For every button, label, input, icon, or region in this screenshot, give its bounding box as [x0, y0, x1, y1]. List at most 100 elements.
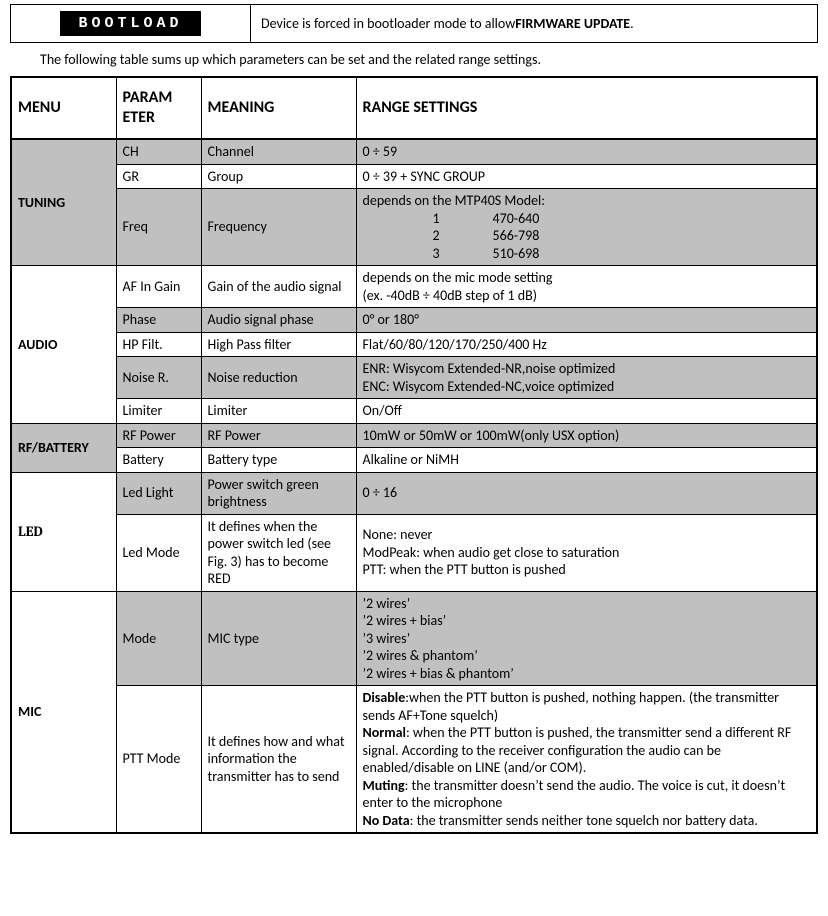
th-range: RANGE SETTINGS	[356, 77, 817, 139]
cell-param: CH	[116, 139, 201, 164]
table-row: Battery Battery type Alkaline or NiMH	[11, 448, 817, 473]
table-row: HP Filt. High Pass filter Flat/60/80/120…	[11, 332, 817, 357]
table-row: PTT Mode It defines how and what informa…	[11, 686, 817, 834]
cell-param: Phase	[116, 308, 201, 333]
ledmode-line: PTT: when the PTT button is pushed	[363, 561, 811, 579]
mic-opt: ’3 wires’	[363, 630, 811, 648]
cell-param: Battery	[116, 448, 201, 473]
table-header-row: MENU PARAM ETER MEANING RANGE SETTINGS	[11, 77, 817, 139]
bootload-row: BOOTLOAD Device is forced in bootloader …	[10, 4, 818, 43]
cell-range: ENR: Wisycom Extended-NR,noise optimized…	[356, 357, 817, 399]
freq-range-prefix: depends on the MTP40S Model:	[363, 192, 811, 210]
cell-meaning: MIC type	[201, 591, 356, 686]
bootload-text-cell: Device is forced in bootloader mode to a…	[251, 5, 817, 42]
cell-range: 0 ÷ 59	[356, 139, 817, 164]
table-row: AUDIO AF In Gain Gain of the audio signa…	[11, 266, 817, 308]
cell-range: Disable:when the PTT button is pushed, n…	[356, 686, 817, 834]
ptt-bold: Disable	[363, 689, 406, 706]
freq-n: 3	[433, 245, 493, 263]
cell-meaning: Channel	[201, 139, 356, 164]
bootload-text-prefix: Device is forced in bootloader mode to a…	[261, 15, 515, 32]
cell-param: Led Light	[116, 472, 201, 514]
ptt-bold: No Data	[363, 812, 410, 829]
table-row: Freq Frequency depends on the MTP40S Mod…	[11, 189, 817, 266]
cell-range: 10mW or 50mW or 100mW(only USX option)	[356, 423, 817, 448]
cell-meaning: Power switch green brightness	[201, 472, 356, 514]
parameters-table: MENU PARAM ETER MEANING RANGE SETTINGS T…	[10, 76, 818, 834]
noise-line: ENR: Wisycom Extended-NR,noise optimized	[363, 360, 811, 378]
cell-range: Flat/60/80/120/170/250/400 Hz	[356, 332, 817, 357]
freq-r: 470-640	[493, 210, 633, 228]
cell-meaning: Gain of the audio signal	[201, 266, 356, 308]
cell-meaning: Audio signal phase	[201, 308, 356, 333]
menu-mic: MIC	[11, 591, 116, 833]
afin-line: depends on the mic mode setting	[363, 269, 811, 287]
ptt-text: : the transmitter sends neither tone squ…	[410, 812, 758, 829]
cell-param: HP Filt.	[116, 332, 201, 357]
table-row: MIC Mode MIC type ’2 wires’ ’2 wires + b…	[11, 591, 817, 686]
cell-range: depends on the MTP40S Model: 1470-640 25…	[356, 189, 817, 266]
ptt-bold: Normal	[363, 724, 406, 741]
freq-n: 1	[433, 210, 493, 228]
table-row: GR Group 0 ÷ 39 + SYNC GROUP	[11, 164, 817, 189]
ptt-text: : the transmitter doesn’t send the audio…	[363, 777, 786, 812]
mic-opt: ’2 wires & phantom’	[363, 647, 811, 665]
cell-param: PTT Mode	[116, 686, 201, 834]
freq-r: 510-698	[493, 245, 633, 263]
cell-range: Alkaline or NiMH	[356, 448, 817, 473]
afin-line: (ex. -40dB ÷ 40dB step of 1 dB)	[363, 287, 811, 305]
bootload-text-bold: FIRMWARE UPDATE	[515, 15, 630, 32]
table-row: Noise R. Noise reduction ENR: Wisycom Ex…	[11, 357, 817, 399]
mic-opt: ’2 wires’	[363, 595, 811, 613]
ptt-text: : when the PTT button is pushed, the tra…	[363, 724, 792, 776]
mic-opt: ’2 wires + bias’	[363, 612, 811, 630]
cell-meaning: Limiter	[201, 399, 356, 424]
cell-meaning: Noise reduction	[201, 357, 356, 399]
table-row: LED Led Light Power switch green brightn…	[11, 472, 817, 514]
th-menu: MENU	[11, 77, 116, 139]
menu-audio: AUDIO	[11, 266, 116, 424]
cell-range: 0 ÷ 39 + SYNC GROUP	[356, 164, 817, 189]
cell-param: Noise R.	[116, 357, 201, 399]
cell-range: ’2 wires’ ’2 wires + bias’ ’3 wires’ ’2 …	[356, 591, 817, 686]
table-row: Phase Audio signal phase 0° or 180°	[11, 308, 817, 333]
cell-param: Mode	[116, 591, 201, 686]
cell-meaning: RF Power	[201, 423, 356, 448]
cell-param: Freq	[116, 189, 201, 266]
cell-param: AF In Gain	[116, 266, 201, 308]
cell-meaning: Battery type	[201, 448, 356, 473]
th-param: PARAM ETER	[116, 77, 201, 139]
freq-subtable: 1470-640 2566-798 3510-698	[373, 210, 811, 263]
cell-range: On/Off	[356, 399, 817, 424]
th-meaning: MEANING	[201, 77, 356, 139]
cell-param: Limiter	[116, 399, 201, 424]
noise-line: ENC: Wisycom Extended-NC,voice optimized	[363, 378, 811, 396]
menu-rfbattery: RF/BATTERY	[11, 423, 116, 472]
freq-r: 566-798	[493, 227, 633, 245]
ptt-text: :when the PTT button is pushed, nothing …	[363, 689, 780, 724]
cell-meaning: It defines when the power switch led (se…	[201, 514, 356, 591]
cell-range: 0 ÷ 16	[356, 472, 817, 514]
table-row: Led Mode It defines when the power switc…	[11, 514, 817, 591]
intro-text: The following table sums up which parame…	[10, 49, 818, 76]
mic-opt: ’2 wires + bias & phantom’	[363, 665, 811, 683]
cell-range: 0° or 180°	[356, 308, 817, 333]
cell-meaning: It defines how and what information the …	[201, 686, 356, 834]
ledmode-line: None: never	[363, 526, 811, 544]
cell-meaning: Group	[201, 164, 356, 189]
cell-param: GR	[116, 164, 201, 189]
cell-range: depends on the mic mode setting (ex. -40…	[356, 266, 817, 308]
freq-n: 2	[433, 227, 493, 245]
bootload-badge-cell: BOOTLOAD	[11, 5, 251, 42]
ledmode-line: ModPeak: when audio get close to saturat…	[363, 544, 811, 562]
cell-meaning: Frequency	[201, 189, 356, 266]
bootload-badge: BOOTLOAD	[60, 11, 200, 36]
cell-param: Led Mode	[116, 514, 201, 591]
ptt-bold: Muting	[363, 777, 405, 794]
table-row: RF/BATTERY RF Power RF Power 10mW or 50m…	[11, 423, 817, 448]
menu-led: LED	[11, 472, 116, 591]
cell-param: RF Power	[116, 423, 201, 448]
table-row: TUNING CH Channel 0 ÷ 59	[11, 139, 817, 164]
cell-meaning: High Pass filter	[201, 332, 356, 357]
menu-tuning: TUNING	[11, 139, 116, 266]
